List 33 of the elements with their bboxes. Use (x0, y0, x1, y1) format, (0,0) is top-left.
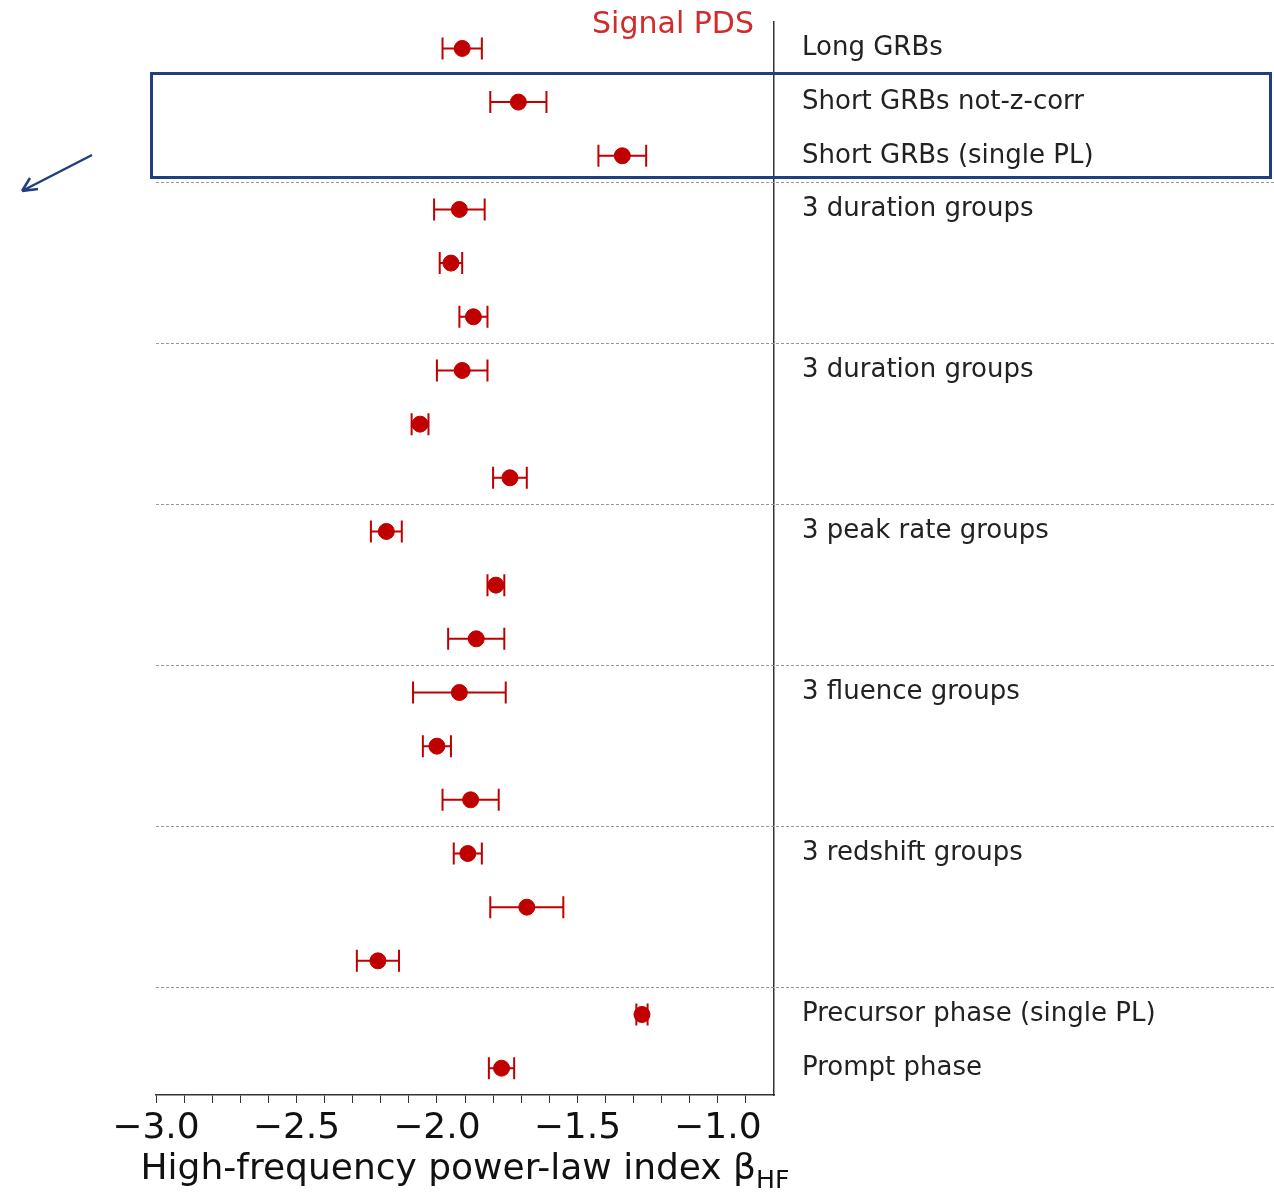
y-tick-label: Precursor phase (single PL) (802, 997, 1156, 1028)
point (462, 791, 480, 809)
point (450, 683, 468, 701)
point (509, 93, 527, 111)
y-tick-label: 3 redshift groups (802, 836, 1023, 867)
y-tick-label: 3 peak rate groups (802, 514, 1049, 545)
point (501, 469, 519, 487)
x-tick-label: −1.0 (674, 1104, 762, 1146)
y-tick-label: 3 duration groups (802, 353, 1034, 384)
x-tick-label: −2.0 (393, 1104, 481, 1146)
point (467, 630, 485, 648)
x-tick-label: −2.5 (252, 1104, 341, 1146)
x-tick-label: −3.0 (112, 1104, 200, 1146)
point (377, 522, 395, 540)
y-tick-label: Short GRBs (single PL) (802, 138, 1094, 169)
y-tick-label: Prompt phase (802, 1050, 982, 1081)
point (633, 1005, 651, 1023)
point (464, 308, 482, 326)
point (493, 1059, 511, 1077)
point (428, 737, 446, 755)
point (459, 844, 477, 862)
chart-title: Signal PDS (592, 4, 754, 40)
x-tick-label: −1.5 (533, 1104, 622, 1146)
point (613, 147, 631, 165)
y-tick-label: 3 fluence groups (802, 675, 1020, 706)
point (450, 200, 468, 218)
point (369, 952, 387, 970)
y-tick-label: Short GRBs not-z-corr (802, 84, 1085, 115)
y-tick-label: Long GRBs (802, 31, 943, 62)
point (518, 898, 536, 916)
point (453, 39, 471, 57)
y-tick-label: 3 duration groups (802, 192, 1034, 223)
point (453, 361, 471, 379)
